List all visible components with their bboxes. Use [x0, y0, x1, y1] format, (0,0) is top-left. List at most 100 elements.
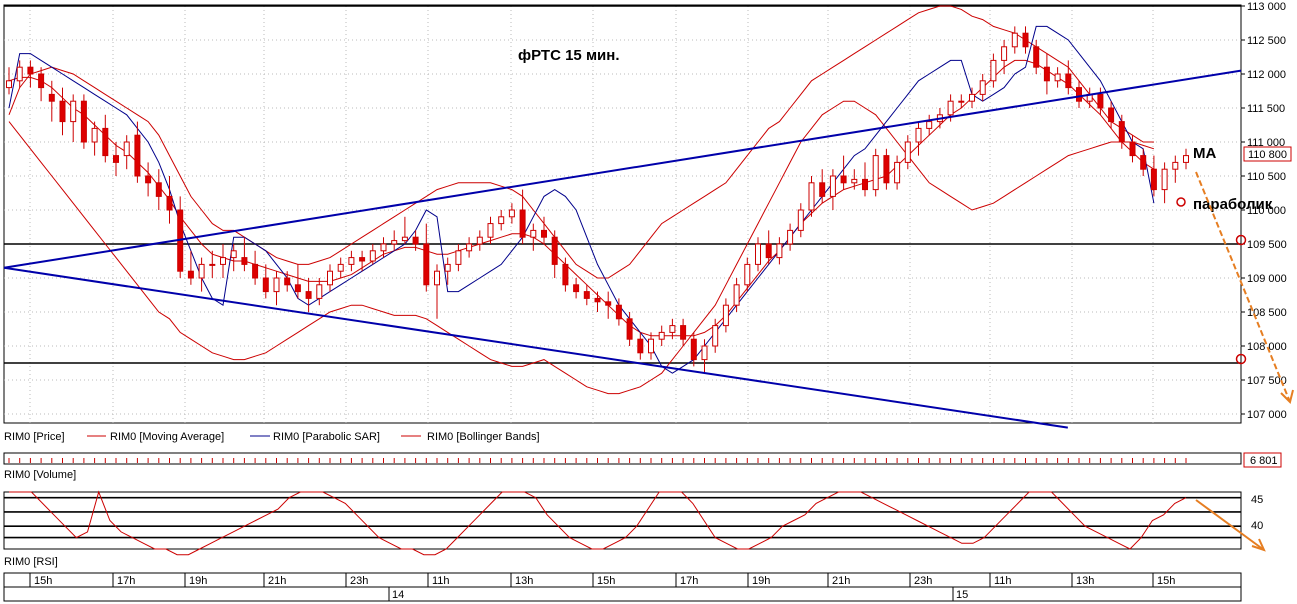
candle-body [1161, 168, 1168, 191]
candle-body [648, 338, 654, 354]
candle [519, 189, 526, 244]
candle [765, 230, 772, 265]
y-tick-label: 112 000 [1247, 69, 1286, 81]
candle-body [915, 127, 922, 143]
candle-body [1001, 46, 1008, 61]
candle-body [16, 66, 23, 82]
candle [337, 257, 344, 278]
candle-body [573, 284, 580, 293]
candle-body [1150, 168, 1157, 191]
candle [391, 230, 398, 251]
legend-sar: RIM0 [Parabolic SAR] [273, 431, 380, 443]
candle [541, 216, 547, 244]
candle [648, 332, 654, 360]
candle [819, 169, 826, 204]
candle-body [615, 304, 622, 320]
candle [80, 94, 87, 149]
candle [412, 230, 419, 251]
candle [583, 284, 590, 306]
candle-body [840, 175, 847, 184]
candle [316, 278, 323, 306]
candle [722, 298, 729, 333]
last-price-label: 110 800 [1248, 149, 1287, 161]
candle [123, 135, 130, 170]
candle [755, 237, 761, 272]
time-tick-label: 13h [1076, 575, 1094, 587]
candle-body [894, 161, 901, 184]
volume-bars [8, 458, 1187, 463]
bollinger-lower-band [8, 100, 1155, 395]
candle-body [262, 277, 269, 293]
candle [787, 223, 794, 251]
candle [1108, 101, 1115, 129]
candle-body [1043, 66, 1050, 82]
candle [359, 250, 366, 272]
candle [1043, 53, 1050, 95]
candle [1161, 162, 1168, 204]
candle-body [583, 291, 590, 299]
candle [894, 155, 901, 190]
candle-body [1129, 141, 1136, 157]
candle-body [755, 243, 761, 265]
candle [969, 87, 975, 108]
price-panel [3, 4, 1242, 424]
rsi-panel-content [4, 490, 1241, 556]
candle-body [284, 277, 291, 286]
volume-panel [3, 452, 1242, 465]
candle-body [59, 100, 66, 123]
candle [348, 250, 355, 272]
candle [626, 312, 633, 346]
candle [59, 87, 66, 136]
candle-body [829, 175, 836, 197]
candle [70, 94, 77, 142]
candle [637, 332, 644, 360]
date-tick-label: 14 [392, 589, 404, 601]
candle-body [327, 270, 333, 286]
y-tick-label: 110 000 [1247, 205, 1286, 217]
time-axis-labels: 15h 17h 19h 21h 23h 11h 13h 15h 17h 19h 21h 23h 11h 1… [29, 573, 1175, 601]
y-tick-label: 108 500 [1247, 307, 1287, 319]
candle [1118, 114, 1125, 149]
candle [1054, 67, 1061, 88]
candle-body [476, 236, 483, 245]
candle [797, 203, 804, 238]
candle-body [391, 240, 398, 245]
time-tick-label: 15h [34, 575, 52, 587]
candle-body [508, 209, 515, 218]
candle-body [1076, 87, 1082, 102]
legend-price: RIM0 [Price] [4, 431, 65, 443]
candle [155, 169, 162, 210]
candle [1011, 26, 1018, 54]
candle-body [316, 284, 323, 299]
candle-body [637, 338, 644, 354]
candle [284, 271, 291, 292]
candle-body [80, 100, 87, 143]
y-tick-label: 109 000 [1247, 273, 1287, 285]
candle [862, 162, 868, 197]
candle-body [862, 178, 868, 191]
candle-body [744, 263, 751, 286]
candle [733, 278, 740, 312]
candle-body [123, 141, 130, 157]
rsi-label: RIM0 [RSI] [4, 556, 58, 568]
trendline [3, 69, 1242, 269]
candle [776, 237, 783, 265]
candle-body [958, 100, 965, 103]
candle-body [155, 182, 162, 197]
y-tick-label: 107 000 [1247, 409, 1287, 421]
candle [562, 257, 569, 292]
candle [605, 291, 612, 319]
time-tick-label: 19h [189, 575, 207, 587]
candle [187, 250, 194, 285]
candle-body [1140, 155, 1147, 170]
candle-body [551, 236, 558, 265]
candle-body [701, 345, 708, 361]
y-tick-label: 112 500 [1247, 35, 1286, 47]
candle [712, 318, 719, 353]
candle-body [872, 155, 879, 191]
candle [230, 244, 237, 272]
candle-body [1065, 73, 1072, 89]
candle-body [519, 209, 526, 238]
candle [594, 291, 601, 312]
candle-body [979, 80, 986, 95]
